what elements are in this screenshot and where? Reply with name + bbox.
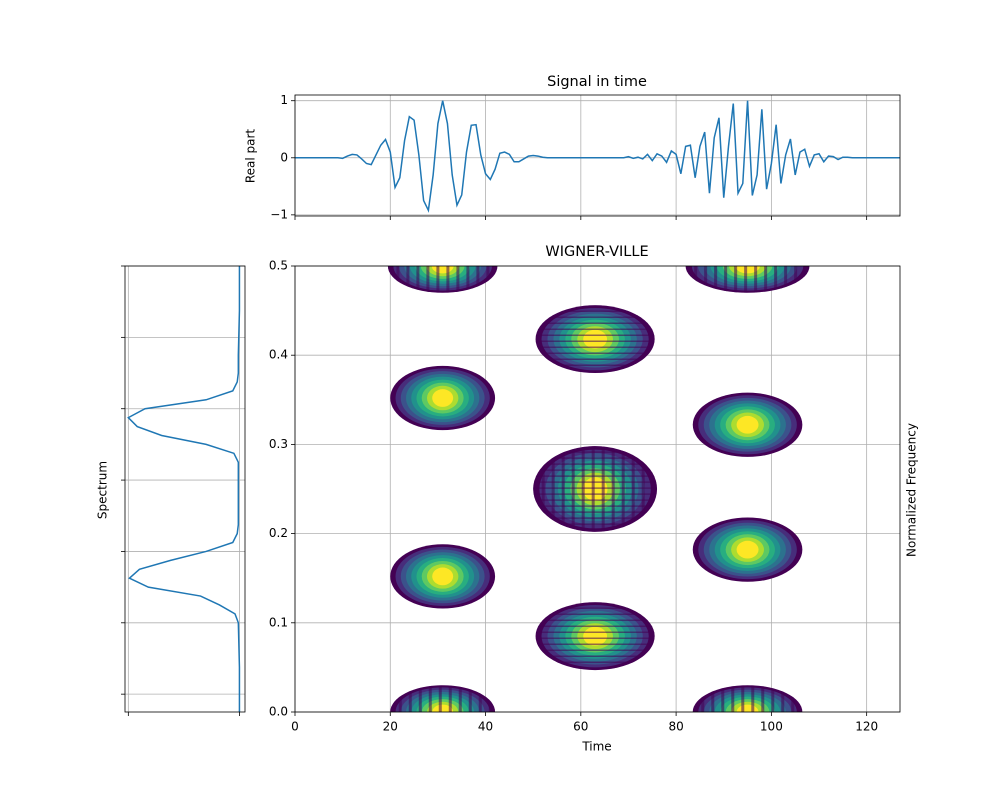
y-tick-label: 1 [280, 93, 288, 107]
x-tick-label: 60 [573, 720, 588, 734]
axes: 0 20 40 60 80 100 120 0.0 0.1 0.2 0.3 0.4 0.5 WIGNER-… [269, 244, 919, 754]
contour-level [583, 329, 608, 349]
y-tick-label: 0.0 [269, 705, 288, 719]
y-tick-label: 0.5 [269, 259, 288, 273]
plot-area [295, 100, 900, 213]
x-tick-label: 20 [383, 720, 398, 734]
contour-blob [692, 392, 803, 457]
contour-blob [535, 602, 655, 671]
axes: Spectrum [96, 265, 246, 716]
x-tick-label: 40 [478, 720, 493, 734]
y-tick-label: −1 [270, 207, 288, 221]
plot-area [387, 266, 810, 712]
x-tick-label: 100 [760, 720, 783, 734]
contour-level [735, 266, 760, 274]
contour-level [583, 626, 608, 646]
y-tick-label: 0.3 [269, 437, 288, 451]
contour-level [432, 704, 454, 712]
line [127, 266, 241, 712]
x-tick-label: 80 [668, 720, 683, 734]
axes-frame [124, 265, 246, 713]
line [295, 100, 900, 213]
y-tick-label: 0.1 [269, 615, 288, 629]
y-tick-label: 0 [280, 150, 288, 164]
contour-blob [692, 685, 803, 712]
contour-level [432, 567, 454, 586]
y-axis-label: Real part [244, 129, 258, 184]
x-axis-label: Time [581, 740, 611, 754]
contour-blob [692, 517, 803, 582]
axes-frame [294, 265, 901, 713]
contour-blob [533, 446, 658, 532]
axes: −1 0 1 Signal in time Real part [244, 74, 901, 221]
contour-blob [390, 544, 496, 609]
contour-blob [535, 305, 655, 374]
contour-level [736, 540, 759, 559]
x-tick-label: 0 [291, 720, 299, 734]
y-axis-label: Spectrum [96, 461, 110, 519]
plot-area [127, 266, 241, 712]
y-tick-label: 0.2 [269, 526, 288, 540]
axes-frame [294, 94, 901, 217]
contour-level [736, 415, 759, 434]
axes-title: WIGNER-VILLE [545, 244, 648, 260]
axes-title: Signal in time [547, 74, 647, 90]
contour-blob [390, 365, 496, 431]
y-tick-label: 0.4 [269, 348, 288, 362]
x-tick-label: 120 [855, 720, 878, 734]
y-axis-label: Normalized Frequency [905, 423, 919, 557]
contour-level [432, 389, 454, 407]
